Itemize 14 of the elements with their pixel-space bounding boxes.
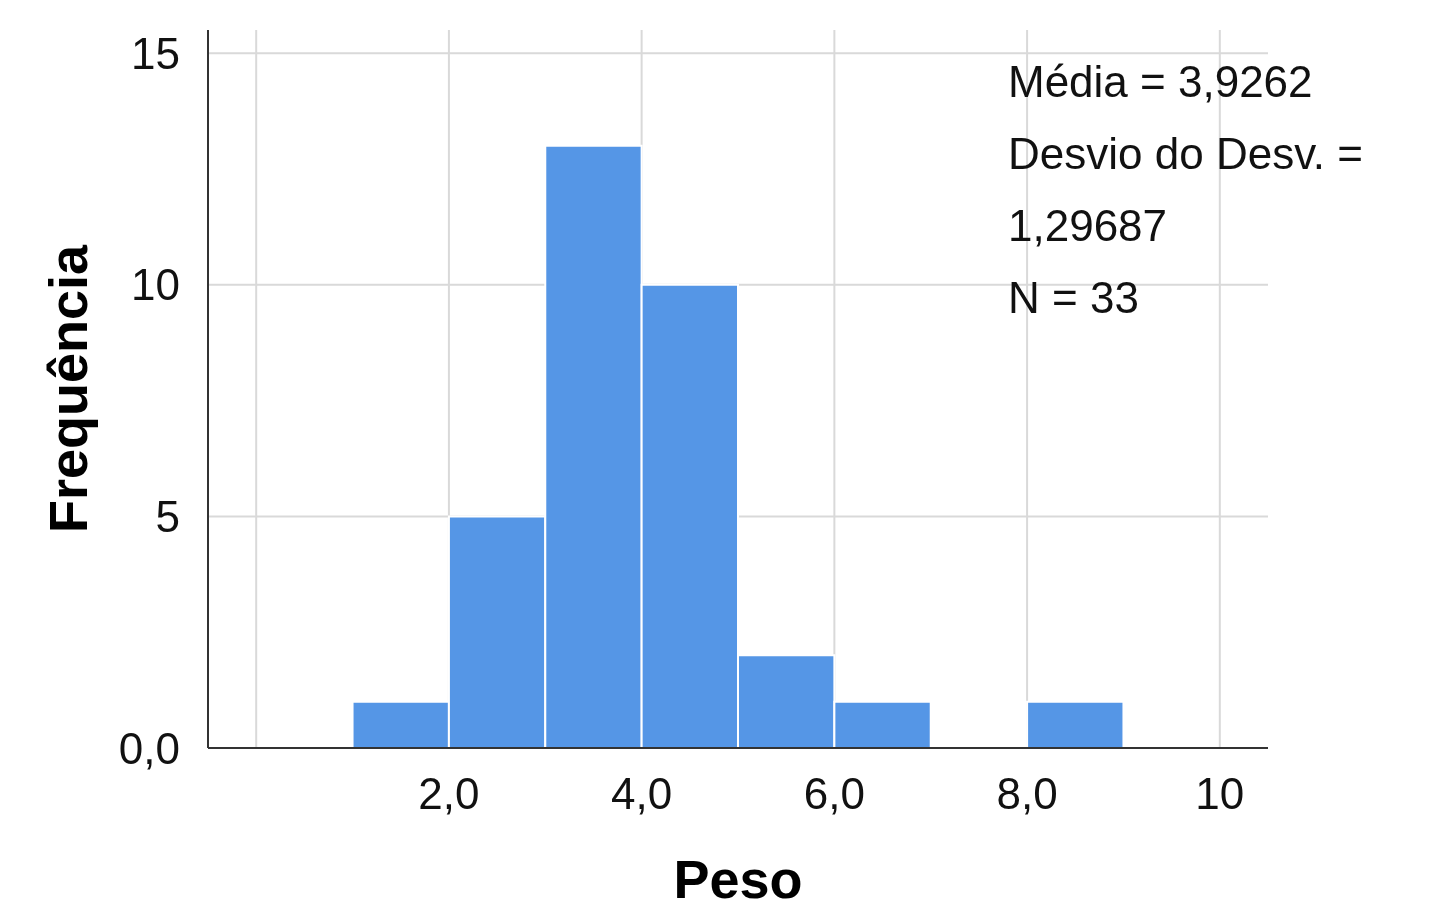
x-tick-label: 8,0 <box>996 769 1058 819</box>
x-axis-title: Peso <box>673 849 803 909</box>
annotation: Média = 3,9262 <box>1008 56 1314 108</box>
y-tick-label: 0,0 <box>118 723 180 773</box>
annotation: Desvio do Desv. = 1,29687 <box>1008 128 1364 252</box>
y-tick-label: 10 <box>131 260 180 310</box>
annotation: N = 33 <box>1008 272 1140 324</box>
x-tick-label: 2,0 <box>418 769 480 819</box>
x-tick-label: 4,0 <box>611 769 673 819</box>
y-tick-label: 15 <box>131 28 180 78</box>
y-axis-title: Frequência <box>38 243 99 534</box>
y-tick-label: 5 <box>155 492 180 542</box>
x-tick-label: 6,0 <box>803 769 865 819</box>
x-tick-label: 10 <box>1195 769 1245 819</box>
